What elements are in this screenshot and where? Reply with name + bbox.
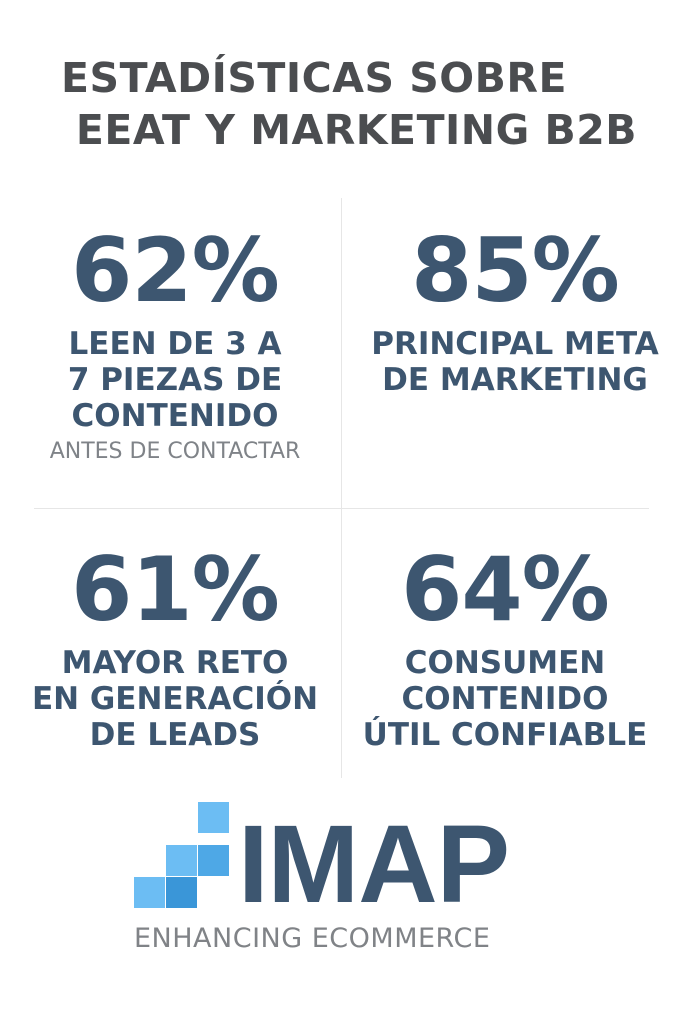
stat-line: 7 PIEZAS DE	[67, 362, 283, 398]
title-line-2: EEAT Y MARKETING B2B	[75, 106, 638, 154]
stat-line: MAYOR RETO	[61, 645, 289, 681]
logo-square	[166, 845, 197, 876]
logo-tagline: ENHANCING ECOMMERCE	[134, 923, 491, 954]
stat-line: EN GENERACIÓN	[31, 681, 319, 717]
vertical-divider	[341, 198, 342, 778]
stat-description: CONSUMEN CONTENIDO ÚTIL CONFIABLE	[350, 645, 660, 753]
stat-subtext: ANTES DE CONTACTAR	[49, 439, 301, 464]
stat-line: DE MARKETING	[382, 362, 648, 398]
title-line-1: ESTADÍSTICAS SOBRE	[61, 54, 567, 102]
stat-value: 61%	[71, 538, 280, 641]
logo-square	[198, 802, 229, 833]
stat-line: ÚTIL CONFIABLE	[362, 717, 648, 753]
stat-value: 62%	[71, 219, 280, 322]
stat-line: LEEN DE 3 A	[68, 326, 282, 362]
logo-square	[166, 877, 197, 908]
stat-description: LEEN DE 3 A 7 PIEZAS DE CONTENIDO	[20, 326, 330, 434]
logo-square	[134, 877, 165, 908]
stat-line: PRINCIPAL META	[371, 326, 659, 362]
page-title: ESTADÍSTICAS SOBRE EEAT Y MARKETING B2B	[0, 52, 683, 156]
stat-block-4: 64% CONSUMEN CONTENIDO ÚTIL CONFIABLE	[350, 538, 660, 754]
horizontal-divider	[34, 508, 649, 509]
stat-block-1: 62% LEEN DE 3 A 7 PIEZAS DE CONTENIDO AN…	[20, 226, 330, 466]
stat-line: CONTENIDO	[71, 398, 279, 434]
stat-value: 64%	[401, 538, 610, 641]
stat-block-3: 61% MAYOR RETO EN GENERACIÓN DE LEADS	[20, 538, 330, 754]
imap-logo: IMAP ENHANCING ECOMMERCE	[134, 802, 554, 962]
stat-block-2: 85% PRINCIPAL META DE MARKETING	[360, 219, 670, 399]
logo-squares-icon	[134, 802, 230, 910]
stat-description: MAYOR RETO EN GENERACIÓN DE LEADS	[20, 645, 330, 753]
logo-wordmark: IMAP	[238, 803, 510, 926]
stat-description: PRINCIPAL META DE MARKETING	[360, 326, 670, 398]
stat-line: DE LEADS	[89, 717, 261, 753]
stat-line: CONSUMEN	[404, 645, 606, 681]
logo-square	[198, 845, 229, 876]
stat-line: CONTENIDO	[401, 681, 609, 717]
stat-value: 85%	[411, 219, 620, 322]
